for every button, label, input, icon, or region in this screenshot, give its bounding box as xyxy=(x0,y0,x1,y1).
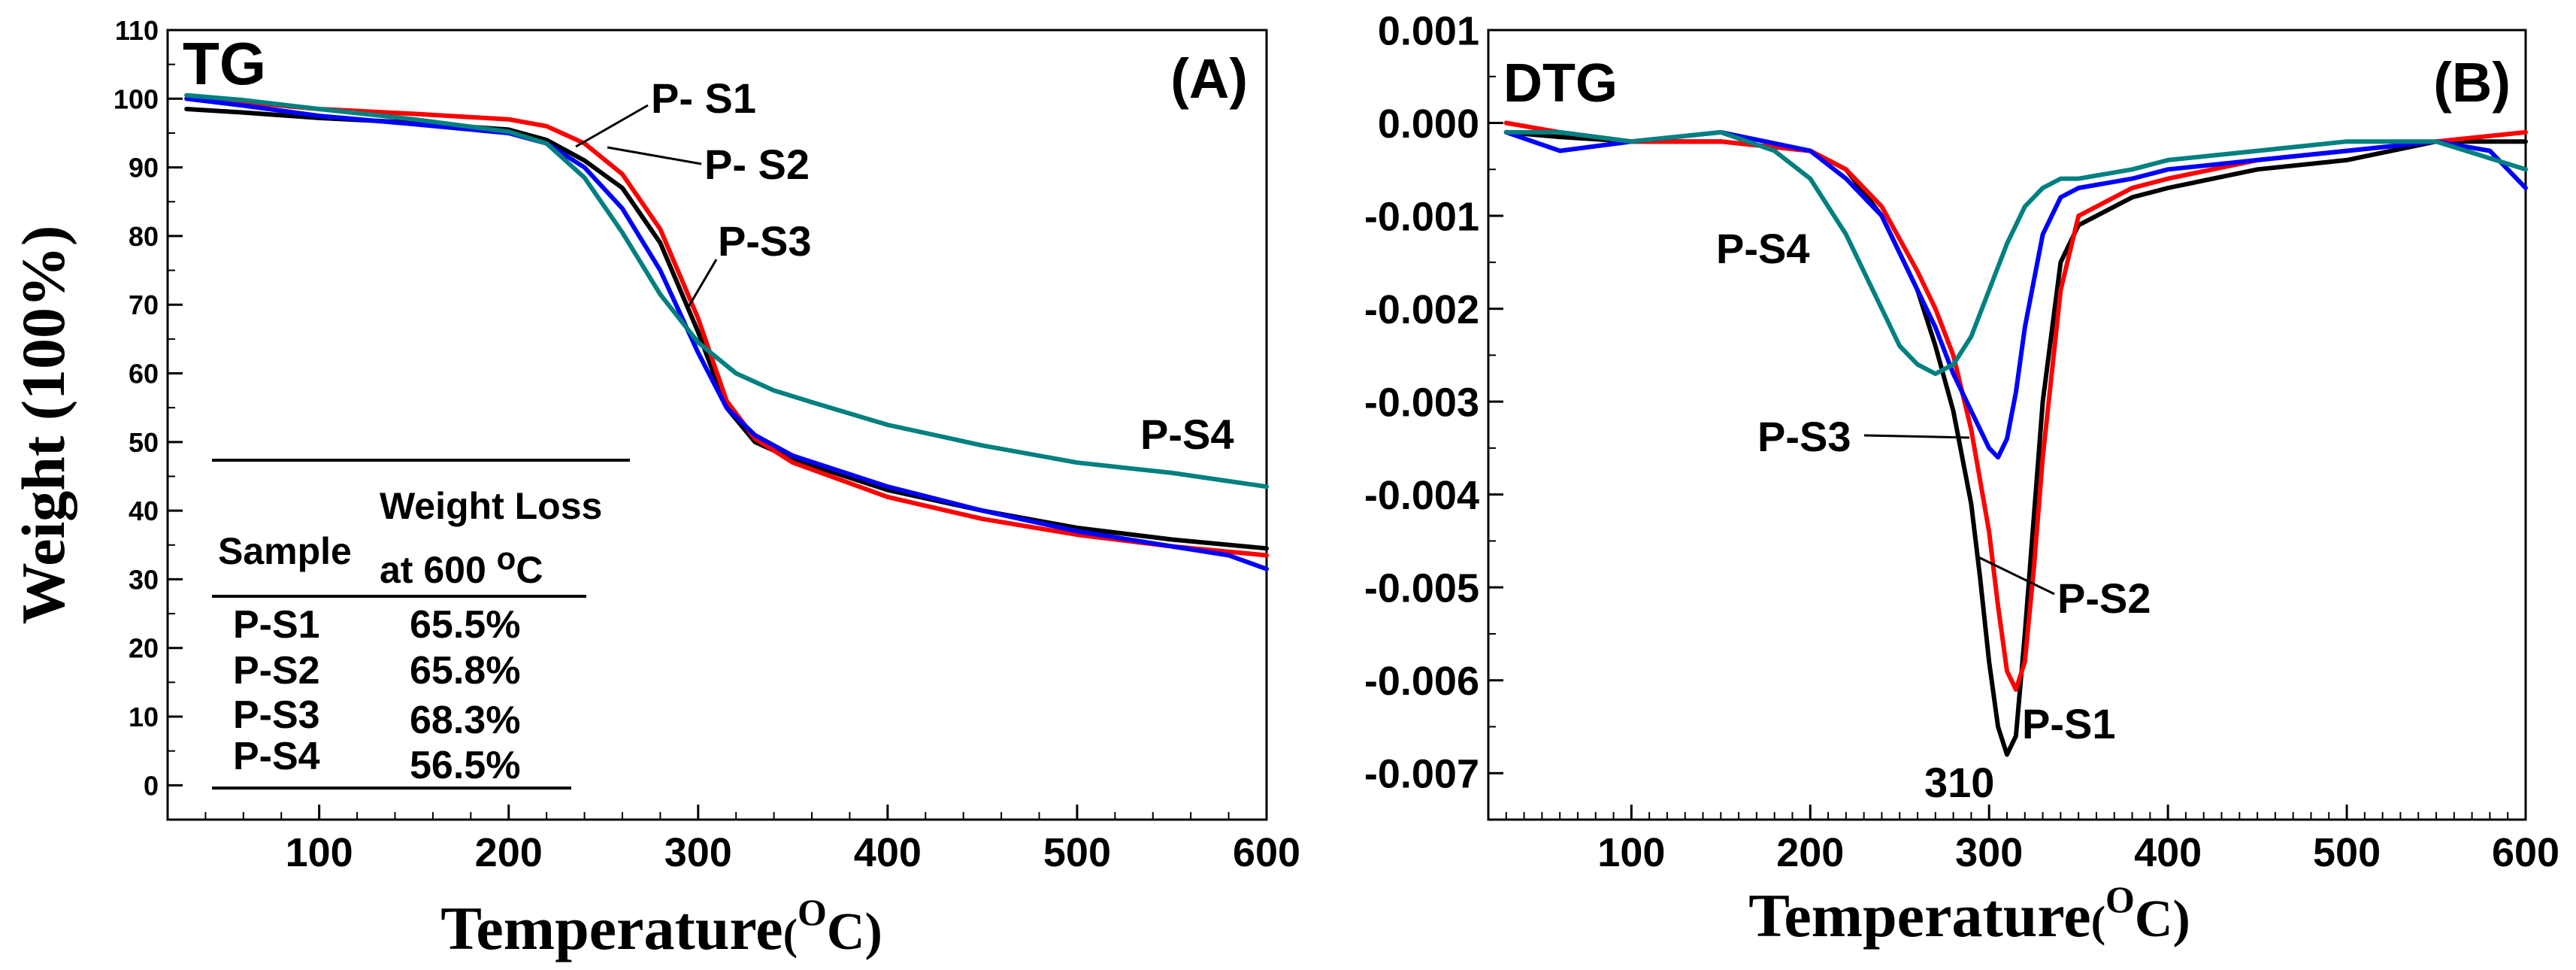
table-header-at-600-text: at 600 xyxy=(380,549,497,591)
panel-a-x-tick-label: 500 xyxy=(1043,830,1111,875)
panel-b-x-axis-unit-open: ( xyxy=(2091,897,2105,946)
panel-b-letter: (B) xyxy=(2433,51,2511,114)
panel-a-y-tick-label: 100 xyxy=(114,83,159,114)
panel-a-y-tick-label: 40 xyxy=(129,496,159,526)
panel-a-label-s3: P-S3 xyxy=(718,217,812,265)
panel-a-series-p-s4 xyxy=(184,92,1269,490)
panel-b-x-axis-label-main: Temperature xyxy=(1748,881,2090,950)
table-row: P-S4 56.5% xyxy=(233,735,520,787)
panel-b-series xyxy=(1503,120,2528,757)
panel-b-label-s1: P-S1 xyxy=(2022,700,2116,747)
panel-a-label-s4: P-S4 xyxy=(1140,411,1234,458)
panel-b-x-tick-label: 500 xyxy=(2313,830,2381,875)
panel-a-series-p-s3 xyxy=(184,96,1269,571)
panel-b-x-axis-unit-sup: O xyxy=(2105,878,2135,920)
panel-b-x-tick-label: 600 xyxy=(2492,830,2559,875)
table-cell-loss: 68.3% xyxy=(410,699,520,742)
table-cell-sample: P-S2 xyxy=(233,649,320,693)
table-cell-sample: P-S3 xyxy=(233,693,320,737)
panel-a-y-tick-label: 80 xyxy=(129,221,159,252)
panel-b-label-s4: P-S4 xyxy=(1716,225,1810,272)
panel-b-y-tick-label: -0.004 xyxy=(1364,473,1479,518)
panel-a-tag: TG xyxy=(183,30,266,97)
table-header-weight-loss: Weight Loss xyxy=(380,485,602,527)
panel-b-peak-label: 310 xyxy=(1924,759,1994,806)
panel-a-x-axis-unit-rest: C) xyxy=(827,903,882,961)
panel-b-y-tick-label: 0.001 xyxy=(1378,8,1479,53)
panel-a-y-tick-label: 70 xyxy=(129,289,159,320)
panel-b-y-tick-label: -0.003 xyxy=(1364,380,1479,426)
panel-b-label-s2: P-S2 xyxy=(2057,574,2151,622)
panel-b-ticks: 100 200 300 400 500 600 0.001 0.000 -0.001 -0.002… xyxy=(1364,8,2559,875)
panel-a-x-axis-label: Temperature(OC) xyxy=(440,891,882,962)
panel-a-leader-s1 xyxy=(575,104,649,148)
panel-a-letter: (A) xyxy=(1170,47,1248,110)
panel-b-leader-s2 xyxy=(1976,555,2055,596)
table-cell-loss: 56.5% xyxy=(410,744,520,787)
panel-a-plot-frame xyxy=(166,29,1268,821)
panel-b-x-axis-label: Temperature(OC) xyxy=(1748,878,2190,950)
panel-a-series xyxy=(184,92,1269,571)
table-cell-loss: 65.5% xyxy=(410,603,520,647)
panel-b-series-p-s4 xyxy=(1503,129,2528,377)
panel-a-x-axis-unit-sup: O xyxy=(798,891,827,933)
panel-b-x-tick-label: 300 xyxy=(1955,830,2023,875)
panel-b-x-tick-label: 400 xyxy=(2134,830,2202,875)
panel-b-y-tick-label: -0.006 xyxy=(1364,659,1479,704)
table-row: P-S2 65.8% xyxy=(233,649,520,693)
table-header-unit-sup: o xyxy=(497,541,516,576)
panel-b-y-tick-label: -0.002 xyxy=(1364,287,1479,332)
panel-a-x-tick-label: 600 xyxy=(1233,830,1300,875)
panel-a-x-tick-label: 200 xyxy=(475,830,543,875)
panel-a-x-tick-label: 400 xyxy=(854,830,922,875)
panel-b-leader-s3 xyxy=(1863,434,1970,439)
panel-a-label-s1: P- S1 xyxy=(651,74,756,122)
panel-b-y-tick-label: -0.007 xyxy=(1364,752,1479,797)
panel-b-y-tick-label: 0.000 xyxy=(1378,102,1479,147)
panel-a-y-tick-label: 90 xyxy=(129,153,159,183)
panel-a-y-tick-label: 0 xyxy=(144,770,159,801)
panel-a-label-s2: P- S2 xyxy=(704,141,810,188)
panel-b-x-tick-label: 200 xyxy=(1776,830,1844,875)
panel-b-y-tick-label: -0.005 xyxy=(1364,566,1479,611)
panel-b-dtg: 100 200 300 400 500 600 0.001 0.000 -0.001 -0.002… xyxy=(1364,8,2559,950)
panel-a-x-tick-label: 300 xyxy=(664,830,732,875)
panel-b-series-p-s2 xyxy=(1503,120,2528,693)
panel-b-x-tick-label: 100 xyxy=(1597,830,1665,875)
table-cell-sample: P-S4 xyxy=(233,735,320,778)
panel-b-tag: DTG xyxy=(1503,53,1618,114)
table-header-unit-rest: C xyxy=(516,549,543,591)
table-cell-sample: P-S1 xyxy=(233,603,320,647)
panel-a-tg: 100 200 300 400 500 600 0 10 20 30 40 50 60 70 80 90 100… xyxy=(9,15,1300,962)
panel-a-y-tick-label: 60 xyxy=(129,358,159,389)
panel-a-y-tick-label: 20 xyxy=(129,633,159,664)
table-cell-loss: 65.8% xyxy=(410,649,520,693)
panel-a-y-tick-label: 110 xyxy=(115,15,159,46)
panel-a-leader-s3 xyxy=(687,259,718,308)
panel-a-y-axis-label: Weight (100%) xyxy=(9,226,77,625)
table-row: P-S1 65.5% xyxy=(233,603,520,647)
panel-a-weight-loss-table: Weight Loss Sample at 600 oC P-S1 65.5% … xyxy=(212,459,630,790)
panel-a-y-tick-label: 10 xyxy=(129,702,159,732)
panel-a-series-p-s2 xyxy=(184,96,1269,558)
panel-a-ticks: 100 200 300 400 500 600 0 10 20 30 40 50 60 70 80 90 100… xyxy=(114,15,1300,875)
table-header-at-600: at 600 oC xyxy=(380,541,543,591)
panel-a-y-tick-label: 50 xyxy=(129,427,159,458)
panel-a-x-axis-label-main: Temperature xyxy=(440,894,782,962)
table-header-sample: Sample xyxy=(218,530,352,572)
panel-a-leader-s2 xyxy=(607,146,702,165)
panel-b-series-p-s3 xyxy=(1503,129,2528,460)
panel-a-y-tick-label: 30 xyxy=(129,564,159,595)
panel-a-x-axis-unit-open: ( xyxy=(783,910,798,959)
panel-b-x-axis-unit-rest: C) xyxy=(2135,890,2190,948)
panel-b-y-tick-label: -0.001 xyxy=(1364,194,1479,239)
panel-a-x-tick-label: 100 xyxy=(286,830,353,875)
table-row: P-S3 68.3% xyxy=(233,693,520,742)
panel-b-label-s3: P-S3 xyxy=(1757,413,1851,460)
